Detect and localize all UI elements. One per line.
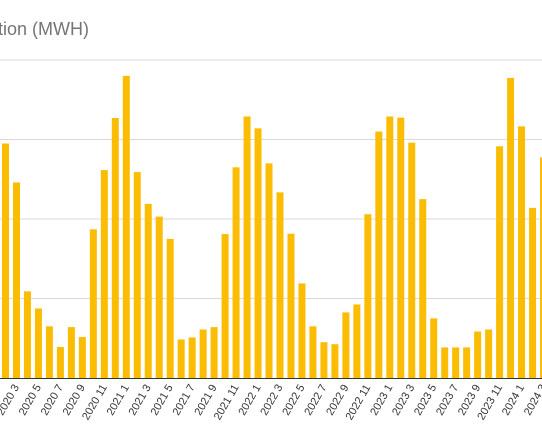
bar — [89, 229, 97, 378]
bar — [287, 233, 295, 378]
bar — [34, 308, 42, 378]
bar — [441, 347, 449, 378]
bar — [166, 238, 174, 379]
bar — [353, 304, 361, 378]
bar — [254, 128, 262, 378]
bar — [375, 131, 383, 378]
bar — [430, 318, 438, 379]
bar — [133, 172, 141, 378]
bar — [298, 283, 306, 378]
bar — [518, 126, 526, 378]
bar — [100, 170, 108, 378]
bar — [485, 329, 493, 378]
bar — [419, 199, 427, 379]
bar — [243, 116, 251, 378]
bar — [276, 192, 284, 378]
bar — [507, 77, 515, 378]
bar — [474, 331, 482, 378]
bar — [529, 207, 537, 378]
bar — [111, 118, 119, 378]
bar — [67, 327, 75, 378]
bar — [155, 216, 163, 378]
bar — [56, 347, 64, 379]
bar — [408, 142, 416, 378]
bar — [452, 347, 460, 378]
bar — [177, 339, 185, 378]
bar — [496, 146, 504, 378]
bar — [342, 312, 350, 378]
bar — [221, 234, 229, 378]
bar — [122, 75, 130, 379]
bar — [364, 214, 372, 378]
bar — [232, 167, 240, 378]
bar — [540, 157, 542, 378]
bar — [320, 342, 328, 378]
bar — [331, 344, 339, 378]
bar — [144, 203, 152, 378]
bar — [210, 327, 218, 378]
bar — [463, 347, 471, 378]
bar — [45, 326, 53, 378]
bar — [78, 337, 86, 378]
bar — [397, 117, 405, 378]
bar — [386, 116, 394, 378]
bar — [199, 329, 207, 378]
chart-title: tion (MWH) — [0, 19, 89, 39]
bar — [309, 326, 317, 378]
bar — [2, 143, 9, 378]
bar — [12, 182, 20, 378]
bar — [265, 163, 273, 378]
bar — [23, 291, 31, 379]
bar — [188, 337, 196, 378]
